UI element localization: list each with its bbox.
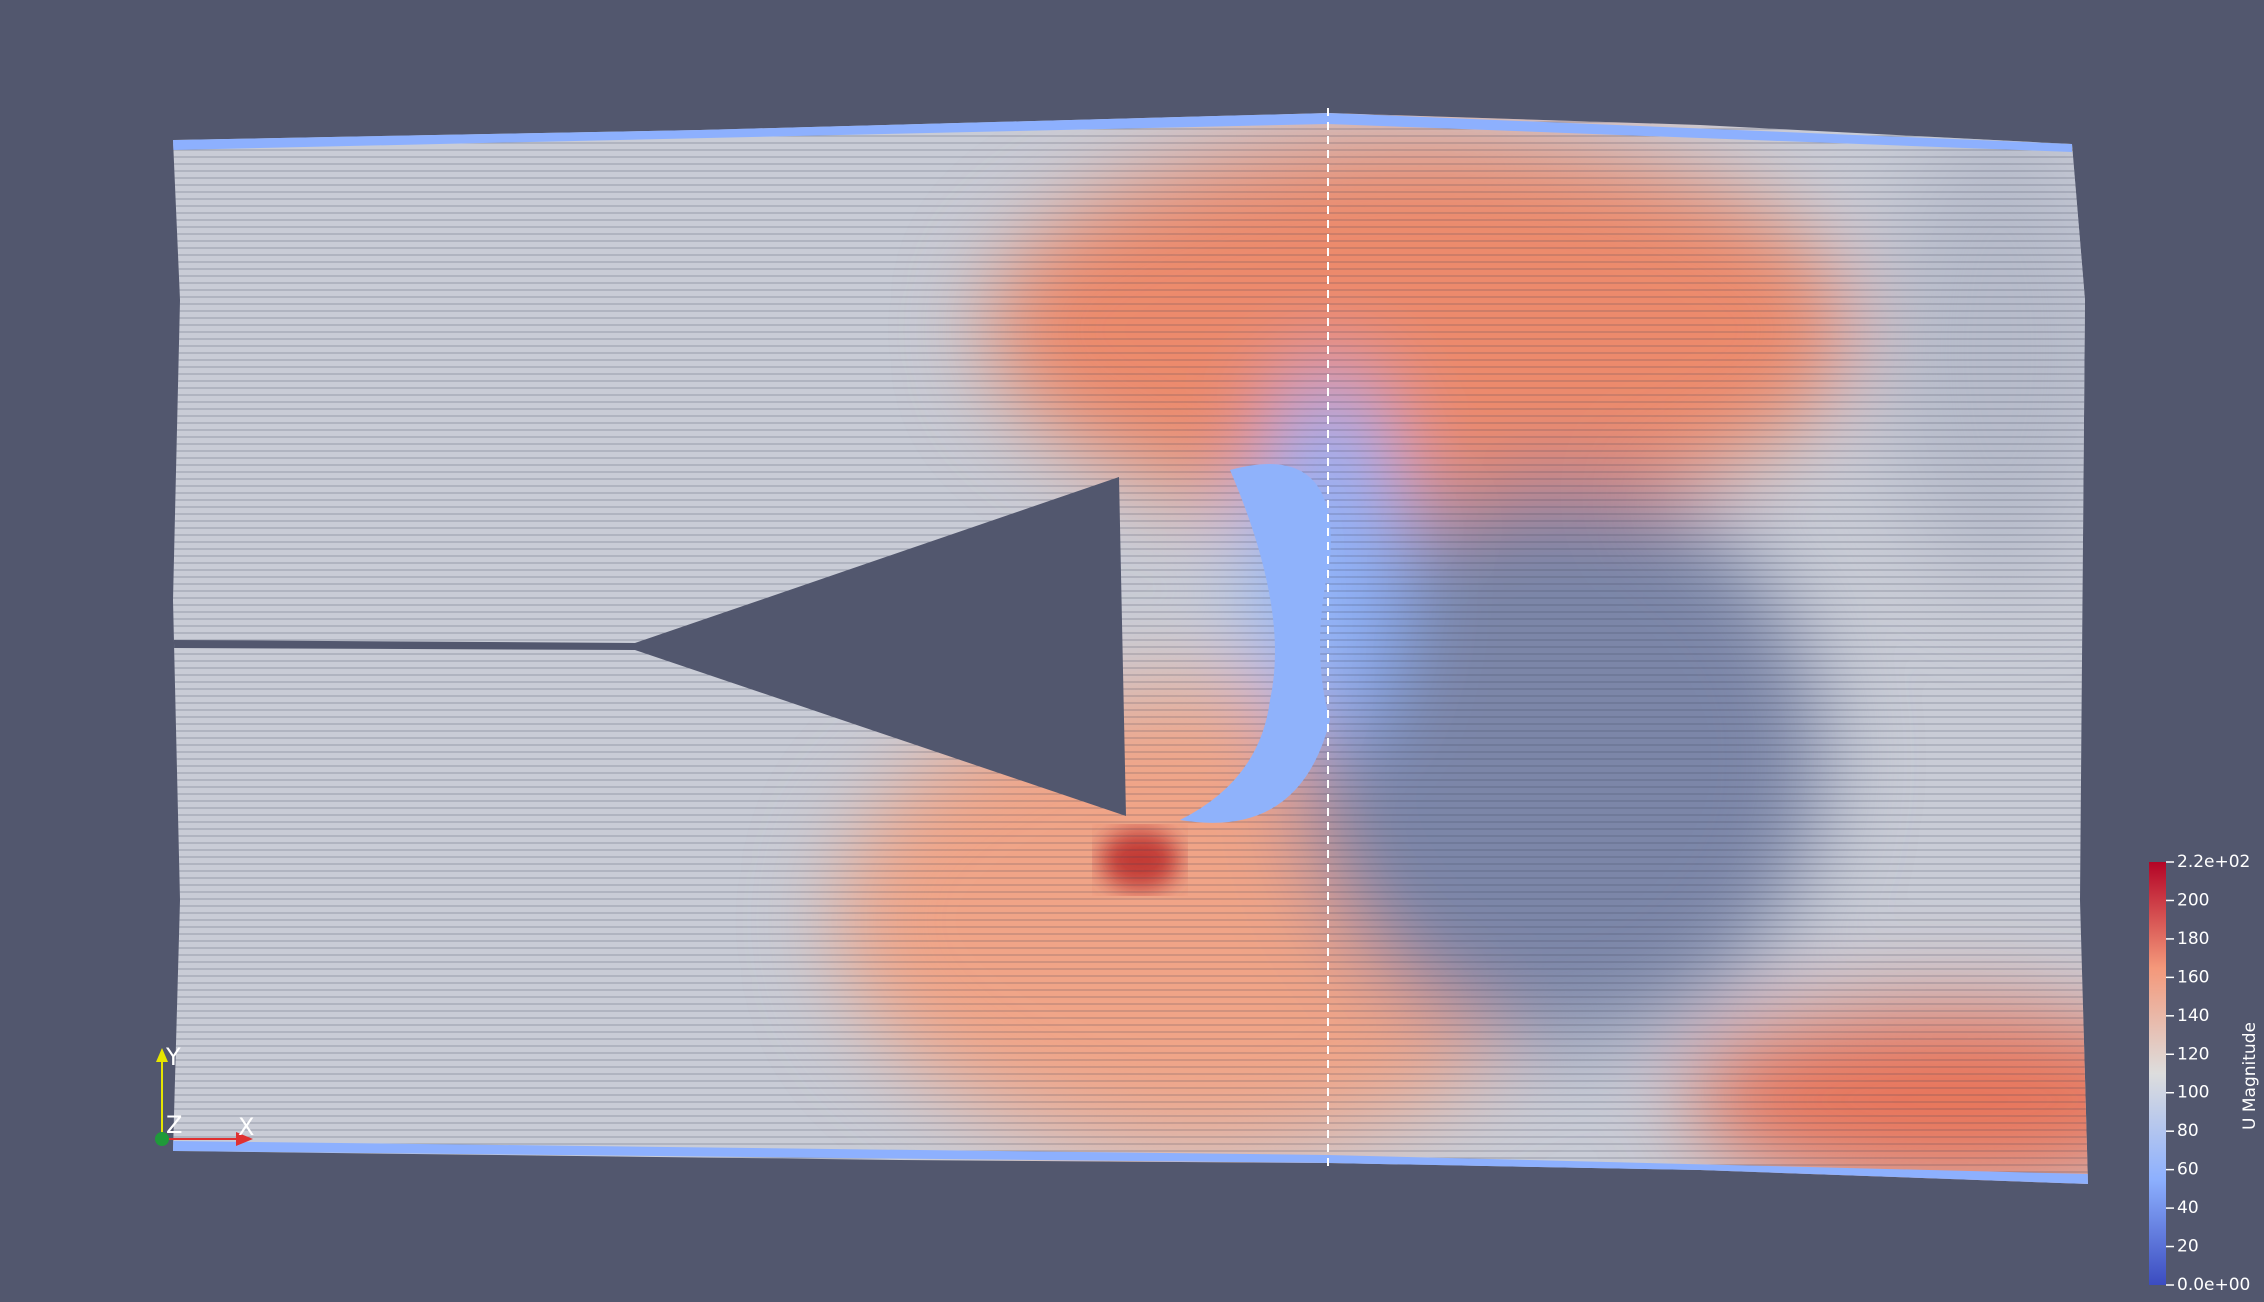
z-axis-label: Z xyxy=(166,1111,182,1139)
color-bar-tick-label: 180 xyxy=(2177,929,2209,949)
y-arrow-head xyxy=(156,1048,168,1062)
color-bar-tick-label: 0.0e+00 xyxy=(2177,1275,2250,1295)
color-bar-tick-label: 40 xyxy=(2177,1198,2199,1218)
color-bar-tick-label: 100 xyxy=(2177,1083,2209,1103)
axes-triad: Y Z X xyxy=(155,1043,254,1146)
x-axis-label: X xyxy=(238,1113,254,1141)
color-bar-tick-label: 160 xyxy=(2177,967,2209,987)
color-bar-tick-label: 140 xyxy=(2177,1006,2209,1026)
z-axis-dot xyxy=(155,1132,169,1146)
y-axis-label: Y xyxy=(165,1043,181,1071)
x-arrow-head xyxy=(236,1132,253,1146)
color-bar-tick-label: 2.2e+02 xyxy=(2177,852,2250,872)
color-bar-tick-label: 200 xyxy=(2177,890,2209,910)
color-bar-title: U Magnitude xyxy=(2240,1022,2260,1130)
color-bar-tick-label: 80 xyxy=(2177,1121,2199,1141)
color-bar-tick-label: 60 xyxy=(2177,1160,2199,1180)
flow-field xyxy=(173,113,2088,1184)
color-bar xyxy=(2149,862,2166,1285)
color-bar-tick-label: 120 xyxy=(2177,1044,2209,1064)
color-bar-tick-label: 20 xyxy=(2177,1237,2199,1257)
